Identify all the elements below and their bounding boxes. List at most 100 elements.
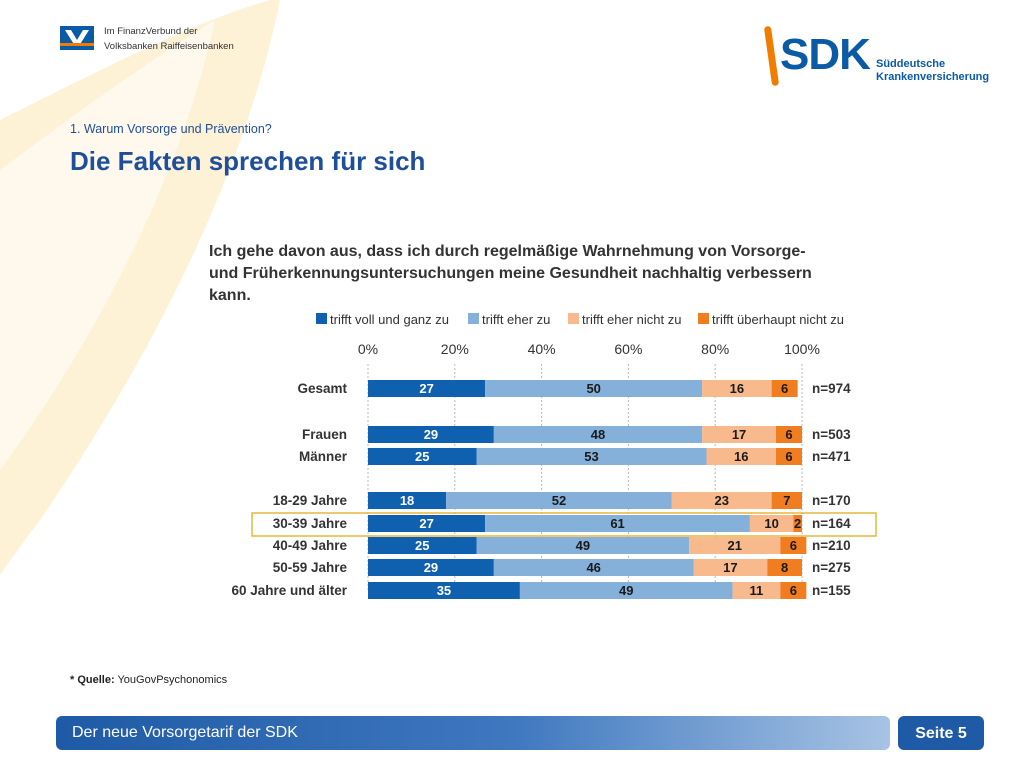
bar-value-label: 17 — [732, 427, 746, 442]
sdk-logo-subtitle-line-2: Krankenversicherung — [876, 71, 990, 83]
bar-value-label: 50 — [586, 381, 600, 396]
partner-text: Im FinanzVerbund der Volksbanken Raiffei… — [104, 24, 234, 54]
bar-value-label: 11 — [750, 583, 764, 598]
bar-value-label: 29 — [424, 560, 438, 575]
bar-segment — [368, 515, 486, 532]
bar-value-label: 6 — [790, 538, 797, 553]
category-label: 18-29 Jahre — [273, 493, 348, 508]
bar-value-label: 8 — [781, 560, 788, 575]
bar-segment — [368, 537, 477, 554]
category-label: Frauen — [302, 427, 347, 442]
bar-segment — [771, 492, 802, 509]
bar-value-label: 25 — [415, 538, 429, 553]
bar-value-label: 6 — [790, 583, 797, 598]
bar-segment — [671, 492, 772, 509]
bar-value-label: 2 — [794, 516, 801, 531]
sample-size-label: n=503 — [812, 427, 851, 442]
bar-value-label: 7 — [783, 493, 790, 508]
bar-value-label: 53 — [584, 449, 598, 464]
bar-segment — [476, 537, 690, 554]
category-label: 50-59 Jahre — [273, 560, 348, 575]
category-label: Gesamt — [297, 381, 347, 396]
bar-segment — [702, 380, 772, 397]
legend-swatch-3 — [568, 313, 579, 324]
bar-segment — [780, 582, 807, 599]
bar-segment — [485, 515, 750, 532]
x-tick-label: 0% — [358, 341, 378, 357]
bar-segment — [368, 582, 520, 599]
bar-value-label: 16 — [734, 449, 748, 464]
bar-value-label: 49 — [619, 583, 633, 598]
sample-size-label: n=170 — [812, 493, 851, 508]
bar-segment — [368, 380, 486, 397]
sample-size-label: n=974 — [812, 381, 851, 396]
bar-segment — [693, 559, 768, 576]
category-label: 40-49 Jahre — [273, 538, 348, 553]
bar-segment — [702, 426, 776, 443]
bar-value-label: 52 — [552, 493, 566, 508]
sample-size-label: n=275 — [812, 560, 851, 575]
chart-title-line-3: kann. — [209, 287, 251, 304]
bar-segment — [485, 380, 703, 397]
bar-value-label: 49 — [576, 538, 590, 553]
sample-size-label: n=210 — [812, 538, 851, 553]
category-label: 60 Jahre und älter — [231, 583, 347, 598]
source-note: * Quelle: YouGovPsychonomics — [70, 674, 227, 686]
bar-segment — [780, 537, 807, 554]
bar-segment — [493, 559, 694, 576]
bar-value-label: 21 — [727, 538, 741, 553]
legend-label-3: trifft eher nicht zu — [582, 312, 681, 327]
sdk-logo-subtitle: Süddeutsche Krankenversicherung — [876, 58, 989, 84]
bar-value-label: 10 — [764, 516, 778, 531]
x-tick-label: 100% — [784, 341, 820, 357]
partner-line-1: Im FinanzVerbund der — [104, 26, 198, 37]
highlight-box — [251, 512, 877, 537]
bar-segment — [368, 559, 494, 576]
bar-segment — [368, 492, 447, 509]
legend-label-2: trifft eher zu — [482, 312, 550, 327]
bar-segment — [519, 582, 733, 599]
bar-segment — [368, 448, 477, 465]
bar-value-label: 23 — [714, 493, 728, 508]
x-tick-label: 40% — [528, 341, 556, 357]
bar-segment — [689, 537, 781, 554]
source-label: * Quelle: — [70, 674, 115, 686]
x-tick-label: 20% — [441, 341, 469, 357]
bar-segment — [767, 559, 802, 576]
volksbank-logo-icon — [60, 26, 94, 50]
legend-label-1: trifft voll und ganz zu — [330, 312, 449, 327]
x-tick-label: 80% — [701, 341, 729, 357]
legend-swatch-2 — [468, 313, 479, 324]
sample-size-label: n=471 — [812, 449, 851, 464]
sample-size-label: n=164 — [812, 516, 851, 531]
background-swoosh-inner — [0, 20, 215, 470]
bar-segment — [771, 380, 798, 397]
bar-value-label: 6 — [781, 381, 788, 396]
bar-segment — [732, 582, 781, 599]
bar-segment — [775, 448, 802, 465]
partner-line-2: Volksbanken Raiffeisenbanken — [104, 41, 234, 52]
bar-segment — [493, 426, 703, 443]
category-label: 30-39 Jahre — [273, 516, 348, 531]
category-label: Männer — [299, 449, 348, 464]
bar-value-label: 6 — [785, 427, 792, 442]
bar-value-label: 18 — [400, 493, 414, 508]
legend-swatch-1 — [316, 313, 327, 324]
bar-segment — [749, 515, 794, 532]
bar-segment — [706, 448, 776, 465]
bar-value-label: 25 — [415, 449, 429, 464]
bar-value-label: 46 — [586, 560, 600, 575]
bar-segment — [793, 515, 802, 532]
chart-title-line-1: Ich gehe davon aus, dass ich durch regel… — [209, 243, 806, 260]
legend-swatch-4 — [698, 313, 709, 324]
bar-value-label: 16 — [730, 381, 744, 396]
page-number-badge: Seite 5 — [898, 716, 984, 750]
bar-segment — [775, 426, 802, 443]
bar-value-label: 48 — [591, 427, 605, 442]
page-title: Die Fakten sprechen für sich — [70, 146, 426, 176]
footer-title: Der neue Vorsorgetarif der SDK — [72, 724, 298, 741]
footer-bar: Der neue Vorsorgetarif der SDK — [56, 716, 890, 750]
sdk-logo-bar-icon — [763, 25, 780, 87]
bar-segment — [476, 448, 707, 465]
